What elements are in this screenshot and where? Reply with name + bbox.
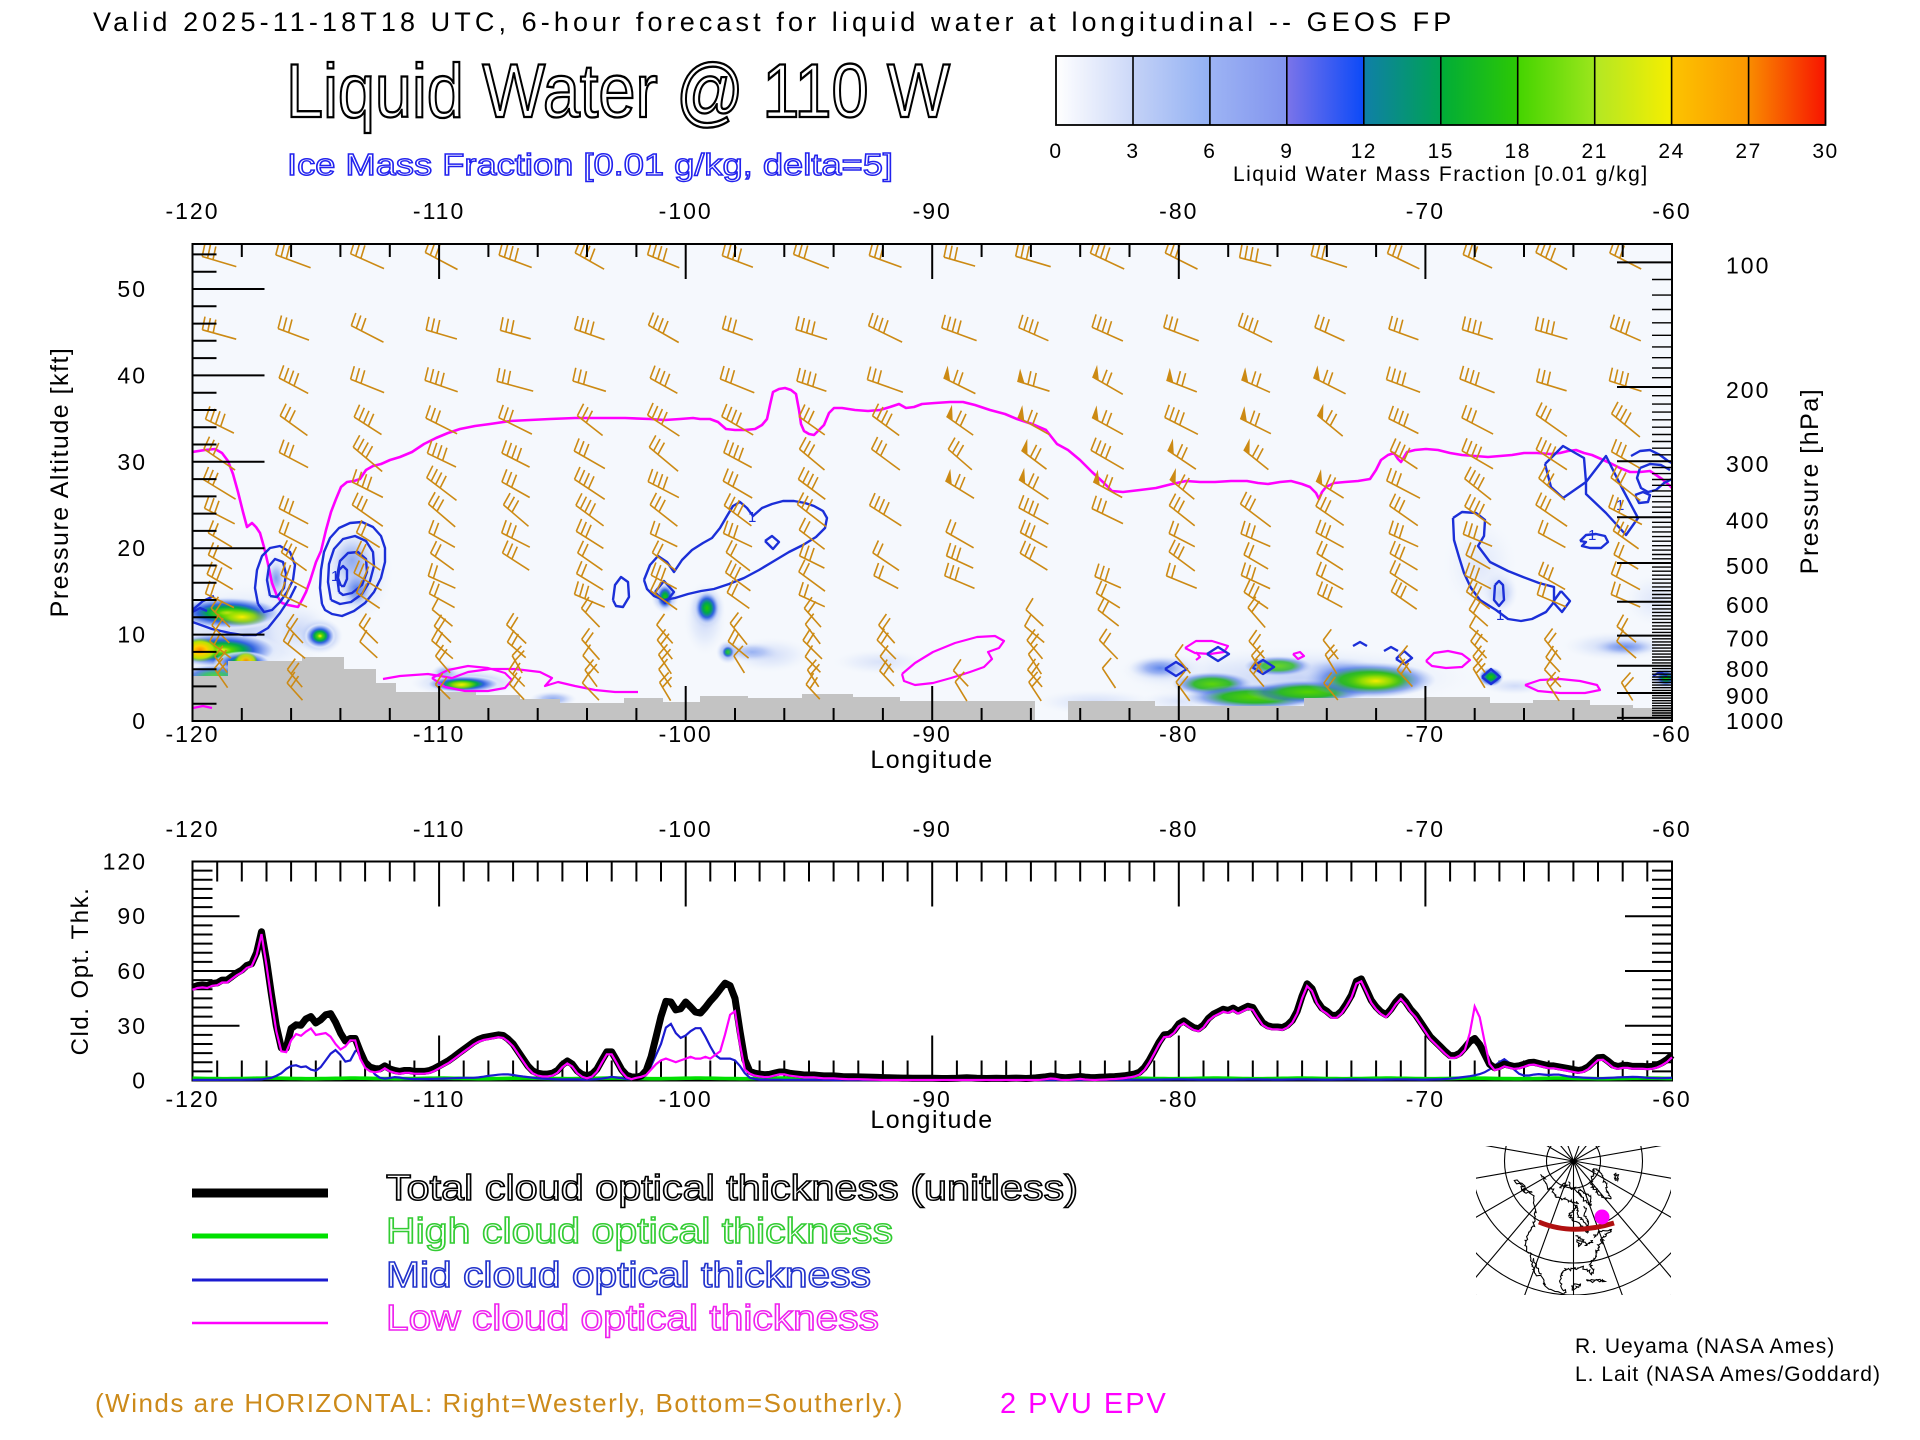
svg-text:6: 6: [1203, 140, 1216, 163]
svg-text:40: 40: [117, 362, 147, 388]
svg-text:-80: -80: [1159, 721, 1198, 747]
svg-text:-110: -110: [413, 1086, 465, 1112]
svg-text:-100: -100: [659, 1086, 713, 1112]
svg-text:1: 1: [748, 509, 756, 526]
svg-text:90: 90: [117, 903, 147, 929]
svg-text:12: 12: [1351, 140, 1377, 163]
svg-text:1: 1: [331, 568, 339, 585]
svg-text:100: 100: [1726, 252, 1770, 278]
svg-text:-60: -60: [1652, 721, 1691, 747]
svg-text:300: 300: [1726, 451, 1770, 477]
svg-text:Valid 2025-11-18T18 UTC, 6-hou: Valid 2025-11-18T18 UTC, 6-hour forecast…: [93, 7, 1455, 37]
svg-text:Liquid Water @ 110 W: Liquid Water @ 110 W: [286, 49, 950, 134]
svg-text:2 PVU EPV: 2 PVU EPV: [1000, 1388, 1168, 1420]
svg-text:-120: -120: [165, 1086, 219, 1112]
svg-text:20: 20: [117, 535, 147, 561]
svg-text:-100: -100: [659, 198, 713, 224]
svg-text:-60: -60: [1652, 198, 1691, 224]
svg-text:30: 30: [1812, 140, 1838, 163]
svg-text:Liquid Water Mass Fraction [0.: Liquid Water Mass Fraction [0.01 g/kg]: [1233, 163, 1649, 186]
svg-text:9: 9: [1280, 140, 1293, 163]
svg-text:-100: -100: [659, 816, 713, 842]
svg-text:Low cloud optical thickness: Low cloud optical thickness: [386, 1297, 879, 1338]
svg-text:10: 10: [117, 622, 147, 648]
svg-text:-90: -90: [913, 816, 952, 842]
svg-text:30: 30: [117, 1013, 147, 1039]
svg-text:1: 1: [1496, 607, 1504, 624]
svg-text:1: 1: [1616, 497, 1624, 514]
svg-text:0: 0: [1049, 140, 1062, 163]
svg-text:-90: -90: [913, 198, 952, 224]
svg-text:Cld. Opt. Thk.: Cld. Opt. Thk.: [67, 887, 94, 1056]
svg-text:-70: -70: [1406, 816, 1445, 842]
svg-text:800: 800: [1726, 656, 1770, 682]
svg-text:-120: -120: [165, 198, 219, 224]
svg-text:50: 50: [117, 276, 147, 302]
svg-text:High cloud optical thickness: High cloud optical thickness: [386, 1210, 893, 1251]
svg-text:-110: -110: [413, 721, 465, 747]
svg-text:120: 120: [103, 849, 147, 875]
svg-text:1: 1: [1588, 527, 1596, 544]
svg-text:24: 24: [1658, 140, 1684, 163]
svg-text:Ice Mass Fraction [0.01 g/kg,: Ice Mass Fraction [0.01 g/kg, delta=5]: [287, 147, 893, 182]
svg-text:-90: -90: [913, 721, 952, 747]
svg-text:Pressure Altitude [kft]: Pressure Altitude [kft]: [46, 347, 74, 618]
svg-text:R. Ueyama (NASA Ames): R. Ueyama (NASA Ames): [1575, 1335, 1835, 1358]
svg-text:27: 27: [1735, 140, 1761, 163]
svg-text:600: 600: [1726, 592, 1770, 618]
svg-text:-120: -120: [165, 721, 219, 747]
svg-text:-60: -60: [1652, 816, 1691, 842]
svg-text:30: 30: [117, 449, 147, 475]
svg-text:3: 3: [1126, 140, 1139, 163]
svg-text:400: 400: [1726, 507, 1770, 533]
svg-text:200: 200: [1726, 377, 1770, 403]
svg-text:-60: -60: [1652, 1086, 1691, 1112]
svg-text:L. Lait (NASA Ames/Goddard): L. Lait (NASA Ames/Goddard): [1575, 1363, 1881, 1386]
svg-text:900: 900: [1726, 683, 1770, 709]
svg-text:-70: -70: [1406, 1086, 1445, 1112]
svg-text:-110: -110: [413, 198, 465, 224]
svg-text:(Winds are HORIZONTAL: Right=W: (Winds are HORIZONTAL: Right=Westerly, B…: [95, 1388, 904, 1418]
svg-text:18: 18: [1505, 140, 1531, 163]
svg-text:60: 60: [117, 958, 147, 984]
svg-text:Longitude: Longitude: [870, 746, 993, 774]
svg-text:Longitude: Longitude: [870, 1106, 993, 1134]
svg-text:1000: 1000: [1726, 708, 1785, 734]
svg-text:Total cloud optical thickness: Total cloud optical thickness (unitless): [386, 1167, 1078, 1208]
svg-text:-110: -110: [413, 816, 465, 842]
svg-text:0: 0: [132, 1068, 147, 1094]
svg-text:21: 21: [1582, 140, 1608, 163]
svg-text:0: 0: [132, 708, 147, 734]
svg-text:-70: -70: [1406, 198, 1445, 224]
svg-text:-120: -120: [165, 816, 219, 842]
svg-text:500: 500: [1726, 553, 1770, 579]
svg-text:-100: -100: [659, 721, 713, 747]
svg-text:Mid cloud optical thickness: Mid cloud optical thickness: [386, 1254, 871, 1295]
svg-text:Pressure [hPa]: Pressure [hPa]: [1796, 388, 1824, 574]
svg-text:-90: -90: [913, 1086, 952, 1112]
svg-text:-70: -70: [1406, 721, 1445, 747]
svg-text:15: 15: [1428, 140, 1454, 163]
svg-text:700: 700: [1726, 626, 1770, 652]
svg-text:-80: -80: [1159, 816, 1198, 842]
svg-text:-80: -80: [1159, 1086, 1198, 1112]
svg-text:-80: -80: [1159, 198, 1198, 224]
